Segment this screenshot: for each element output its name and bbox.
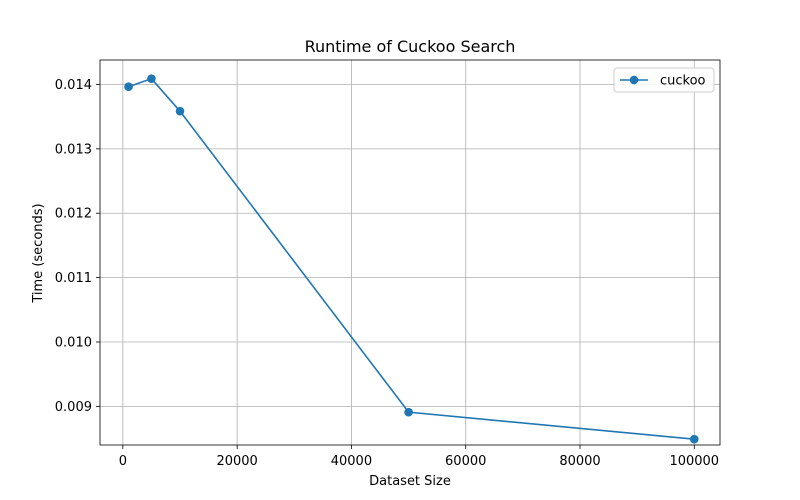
x-tick-label: 20000 [216,454,257,469]
y-tick-label: 0.011 [55,271,92,286]
data-point [147,74,156,83]
y-tick-label: 0.012 [55,207,92,222]
legend: cuckoo [613,67,715,93]
x-tick-label: 40000 [331,454,372,469]
data-point [175,106,185,116]
x-tick-label: 100000 [669,454,719,469]
plot-frame [99,59,721,446]
grid-lines [100,60,720,445]
y-tick-label: 0.014 [55,78,92,93]
y-axis-title: Time (seconds) [31,203,46,303]
series-line-cuckoo [128,77,695,441]
legend-box [613,67,715,93]
x-axis-title: Dataset Size [369,474,451,489]
legend-label: cuckoo [660,74,706,89]
y-tick-label: 0.013 [55,142,92,157]
data-point [404,407,413,417]
data-point [124,82,133,92]
y-tick-label: 0.009 [55,400,92,415]
data-point [689,434,699,444]
x-tick-label: 0 [119,454,127,469]
axes: 0 20000 40000 60000 80000 100000 0.009 0.010 0.0… [55,59,721,469]
legend-marker [629,75,639,85]
x-tick-label: 60000 [445,454,486,469]
y-tick-label: 0.010 [55,335,92,350]
chart-title: Runtime of Cuckoo Search [305,37,516,56]
series-layer [124,74,699,444]
x-tick-label: 80000 [559,454,600,469]
